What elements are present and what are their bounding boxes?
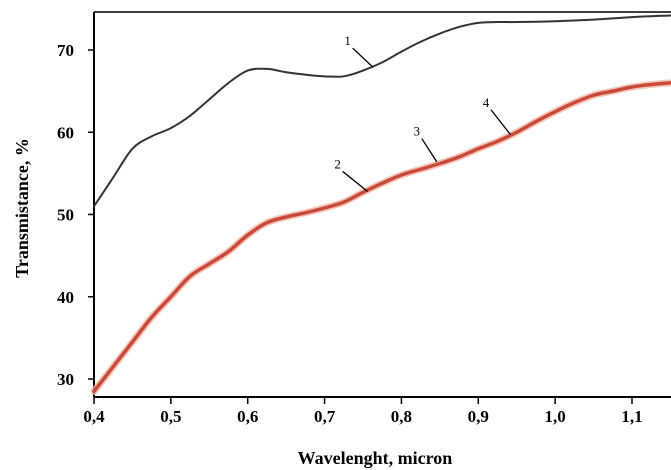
annotation-label-3: 3 (414, 124, 421, 139)
annotation-label-4: 4 (483, 95, 490, 110)
series-line-2 (92, 81, 671, 394)
annotation-label-2: 2 (334, 156, 341, 171)
y-tick-label: 50 (57, 206, 74, 225)
annotation-leader-2 (342, 170, 369, 192)
annotations: 1 2 3 4 (334, 33, 512, 192)
x-tick-label: 1,1 (621, 407, 642, 426)
annotation-leader-1 (352, 47, 374, 68)
x-tick-label: 1,0 (545, 407, 566, 426)
x-tick-label: 0,4 (83, 407, 105, 426)
x-axis-title: Wavelenght, micron (298, 448, 453, 468)
x-tick-label: 0,8 (391, 407, 412, 426)
annotation-leader-4 (490, 109, 512, 136)
x-tick-label: 0,9 (468, 407, 489, 426)
x-tick-label: 0,5 (160, 407, 181, 426)
annotation-leader-3 (421, 138, 438, 163)
series-line-1 (93, 14, 671, 208)
axes (93, 11, 671, 398)
x-tick-label: 0,7 (314, 407, 336, 426)
x-tick-label: 0,6 (237, 407, 258, 426)
y-tick-label: 40 (57, 288, 74, 307)
y-tick-label: 60 (57, 123, 74, 142)
y-tick-label: 30 (57, 370, 74, 389)
series (90, 14, 671, 395)
y-axis-title: Transmistance, % (12, 138, 32, 278)
annotation-label-1: 1 (344, 33, 351, 48)
series-2-glow (90, 79, 671, 395)
ticks: 0,4 0,5 0,6 0,7 0,8 0,9 1,0 1,1 30 40 50 60 70 (57, 41, 643, 426)
y-tick-label: 70 (57, 41, 74, 60)
